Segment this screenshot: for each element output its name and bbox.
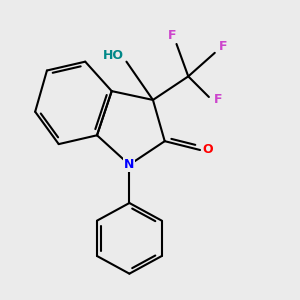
Text: F: F [219,40,228,53]
Text: F: F [214,93,222,106]
Text: HO: HO [103,49,124,62]
Text: O: O [202,143,213,157]
Text: N: N [124,158,135,171]
Text: F: F [168,29,176,42]
